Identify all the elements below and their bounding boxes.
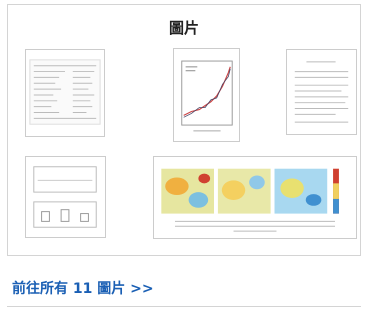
thumbnail-image [26,50,104,136]
panel-title: 圖片 [8,17,360,38]
images-panel: 圖片 [7,4,361,256]
thumbnail[interactable] [25,156,106,238]
thumbnail-image [26,157,105,237]
thumbnail-image [287,50,356,134]
page: 圖片 [0,0,370,309]
thumbnail[interactable] [173,48,240,142]
thumbnail-image [154,157,356,238]
thumbnail[interactable] [153,156,357,239]
thumbnail-image [174,49,239,141]
divider [7,306,361,307]
thumbnail[interactable] [25,49,105,137]
thumbnail[interactable] [286,49,357,135]
see-all-link[interactable]: 前往所有 11 圖片 >> [12,278,154,298]
